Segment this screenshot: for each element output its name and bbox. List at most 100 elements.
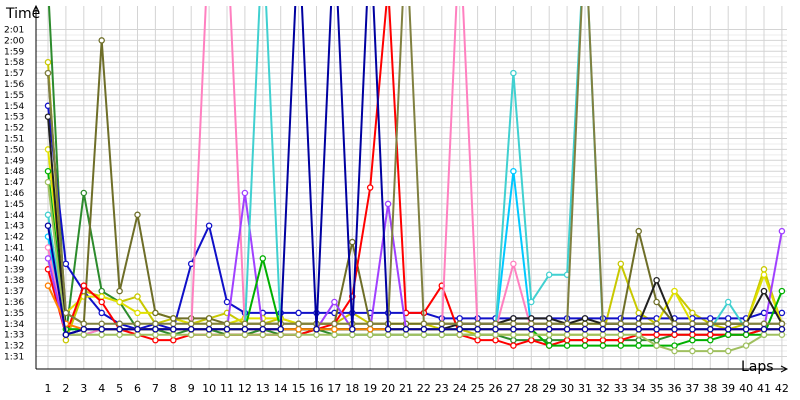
data-point [349,238,356,246]
y-tick-label: 1:51 [4,135,24,145]
data-point [187,331,195,338]
y-tick-label: 1:45 [4,200,24,210]
x-tick-label: 15 [292,382,306,395]
data-point [277,331,284,338]
data-point [295,325,302,333]
x-tick-label: 7 [152,382,159,395]
data-point [760,287,768,295]
axes: 1:311:321:331:341:351:361:371:381:391:40… [4,4,789,395]
series-line [44,6,786,338]
data-point [563,342,571,349]
y-tick-label: 1:54 [4,102,24,112]
x-tick-label: 19 [363,382,377,395]
x-tick-label: 6 [134,382,141,395]
data-point [116,325,123,333]
x-tick-label: 10 [202,382,216,395]
x-tick-label: 12 [238,382,252,395]
data-point [778,309,786,317]
data-point [277,325,284,333]
data-point [510,331,517,338]
x-tick-label: 33 [614,382,628,395]
x-tick-label: 5 [116,382,123,395]
data-point [44,178,52,186]
data-point [689,347,696,355]
data-point [671,325,678,333]
data-point [170,315,177,322]
data-point [653,298,660,306]
data-point [707,325,714,333]
data-point [760,266,768,273]
data-point [492,325,499,333]
y-tick-label: 1:38 [4,276,24,286]
y-tick-label: 1:33 [4,331,24,341]
data-point [510,342,517,349]
data-point [384,325,392,333]
data-point [438,331,446,338]
data-point [689,336,696,344]
x-tick-label: 17 [327,382,341,395]
data-point [134,320,141,328]
y-tick-label: 1:39 [4,265,24,275]
x-tick-label: 28 [524,382,538,395]
y-tick-label: 1:58 [4,58,24,68]
y-tick-label: 1:31 [4,353,24,363]
data-point [778,287,786,295]
data-point [241,320,249,328]
data-point [456,320,463,328]
data-point [259,331,267,338]
data-point [44,167,52,175]
data-point [635,336,642,344]
data-point [384,200,392,208]
data-point [653,336,660,344]
data-point [653,320,660,328]
data-point [617,342,625,349]
data-point [98,331,105,338]
x-tick-label: 39 [721,382,735,395]
data-point [366,184,374,191]
data-point [187,325,195,333]
data-point [528,331,535,338]
data-point [528,336,535,344]
data-point [510,325,517,333]
data-point [80,320,88,328]
y-tick-label: 2:00 [4,36,24,46]
x-axis-arrow [780,365,789,373]
data-point [545,315,553,322]
data-point [187,320,195,328]
data-point [689,331,696,338]
data-point [671,320,678,328]
data-point [617,331,625,338]
data-point [170,320,177,328]
data-point [98,293,105,300]
data-point [98,37,105,44]
data-point [581,320,589,328]
data-point [44,69,52,77]
x-tick-label: 40 [739,382,753,395]
data-point [313,325,320,333]
data-point [617,260,625,268]
y-tick-label: 1:41 [4,244,24,254]
data-point [223,298,231,306]
data-point [98,325,105,333]
data-point [742,325,750,333]
data-point [116,320,123,328]
data-point [80,189,88,197]
data-point [170,336,177,344]
data-point [510,69,517,77]
data-point [44,255,52,262]
y-tick-label: 1:44 [4,211,24,221]
y-tick-label: 2:01 [4,26,24,36]
data-point [152,309,159,317]
data-point [152,320,159,328]
y-tick-label: 1:35 [4,309,24,319]
data-point [474,336,481,344]
data-point [438,325,446,333]
data-point [295,320,302,328]
x-tick-label: 3 [80,382,87,395]
data-point [545,325,553,333]
data-point [599,336,607,344]
data-point [44,211,52,219]
data-point [742,331,750,338]
y-axis-title: Time [5,6,40,22]
data-point [295,331,302,338]
